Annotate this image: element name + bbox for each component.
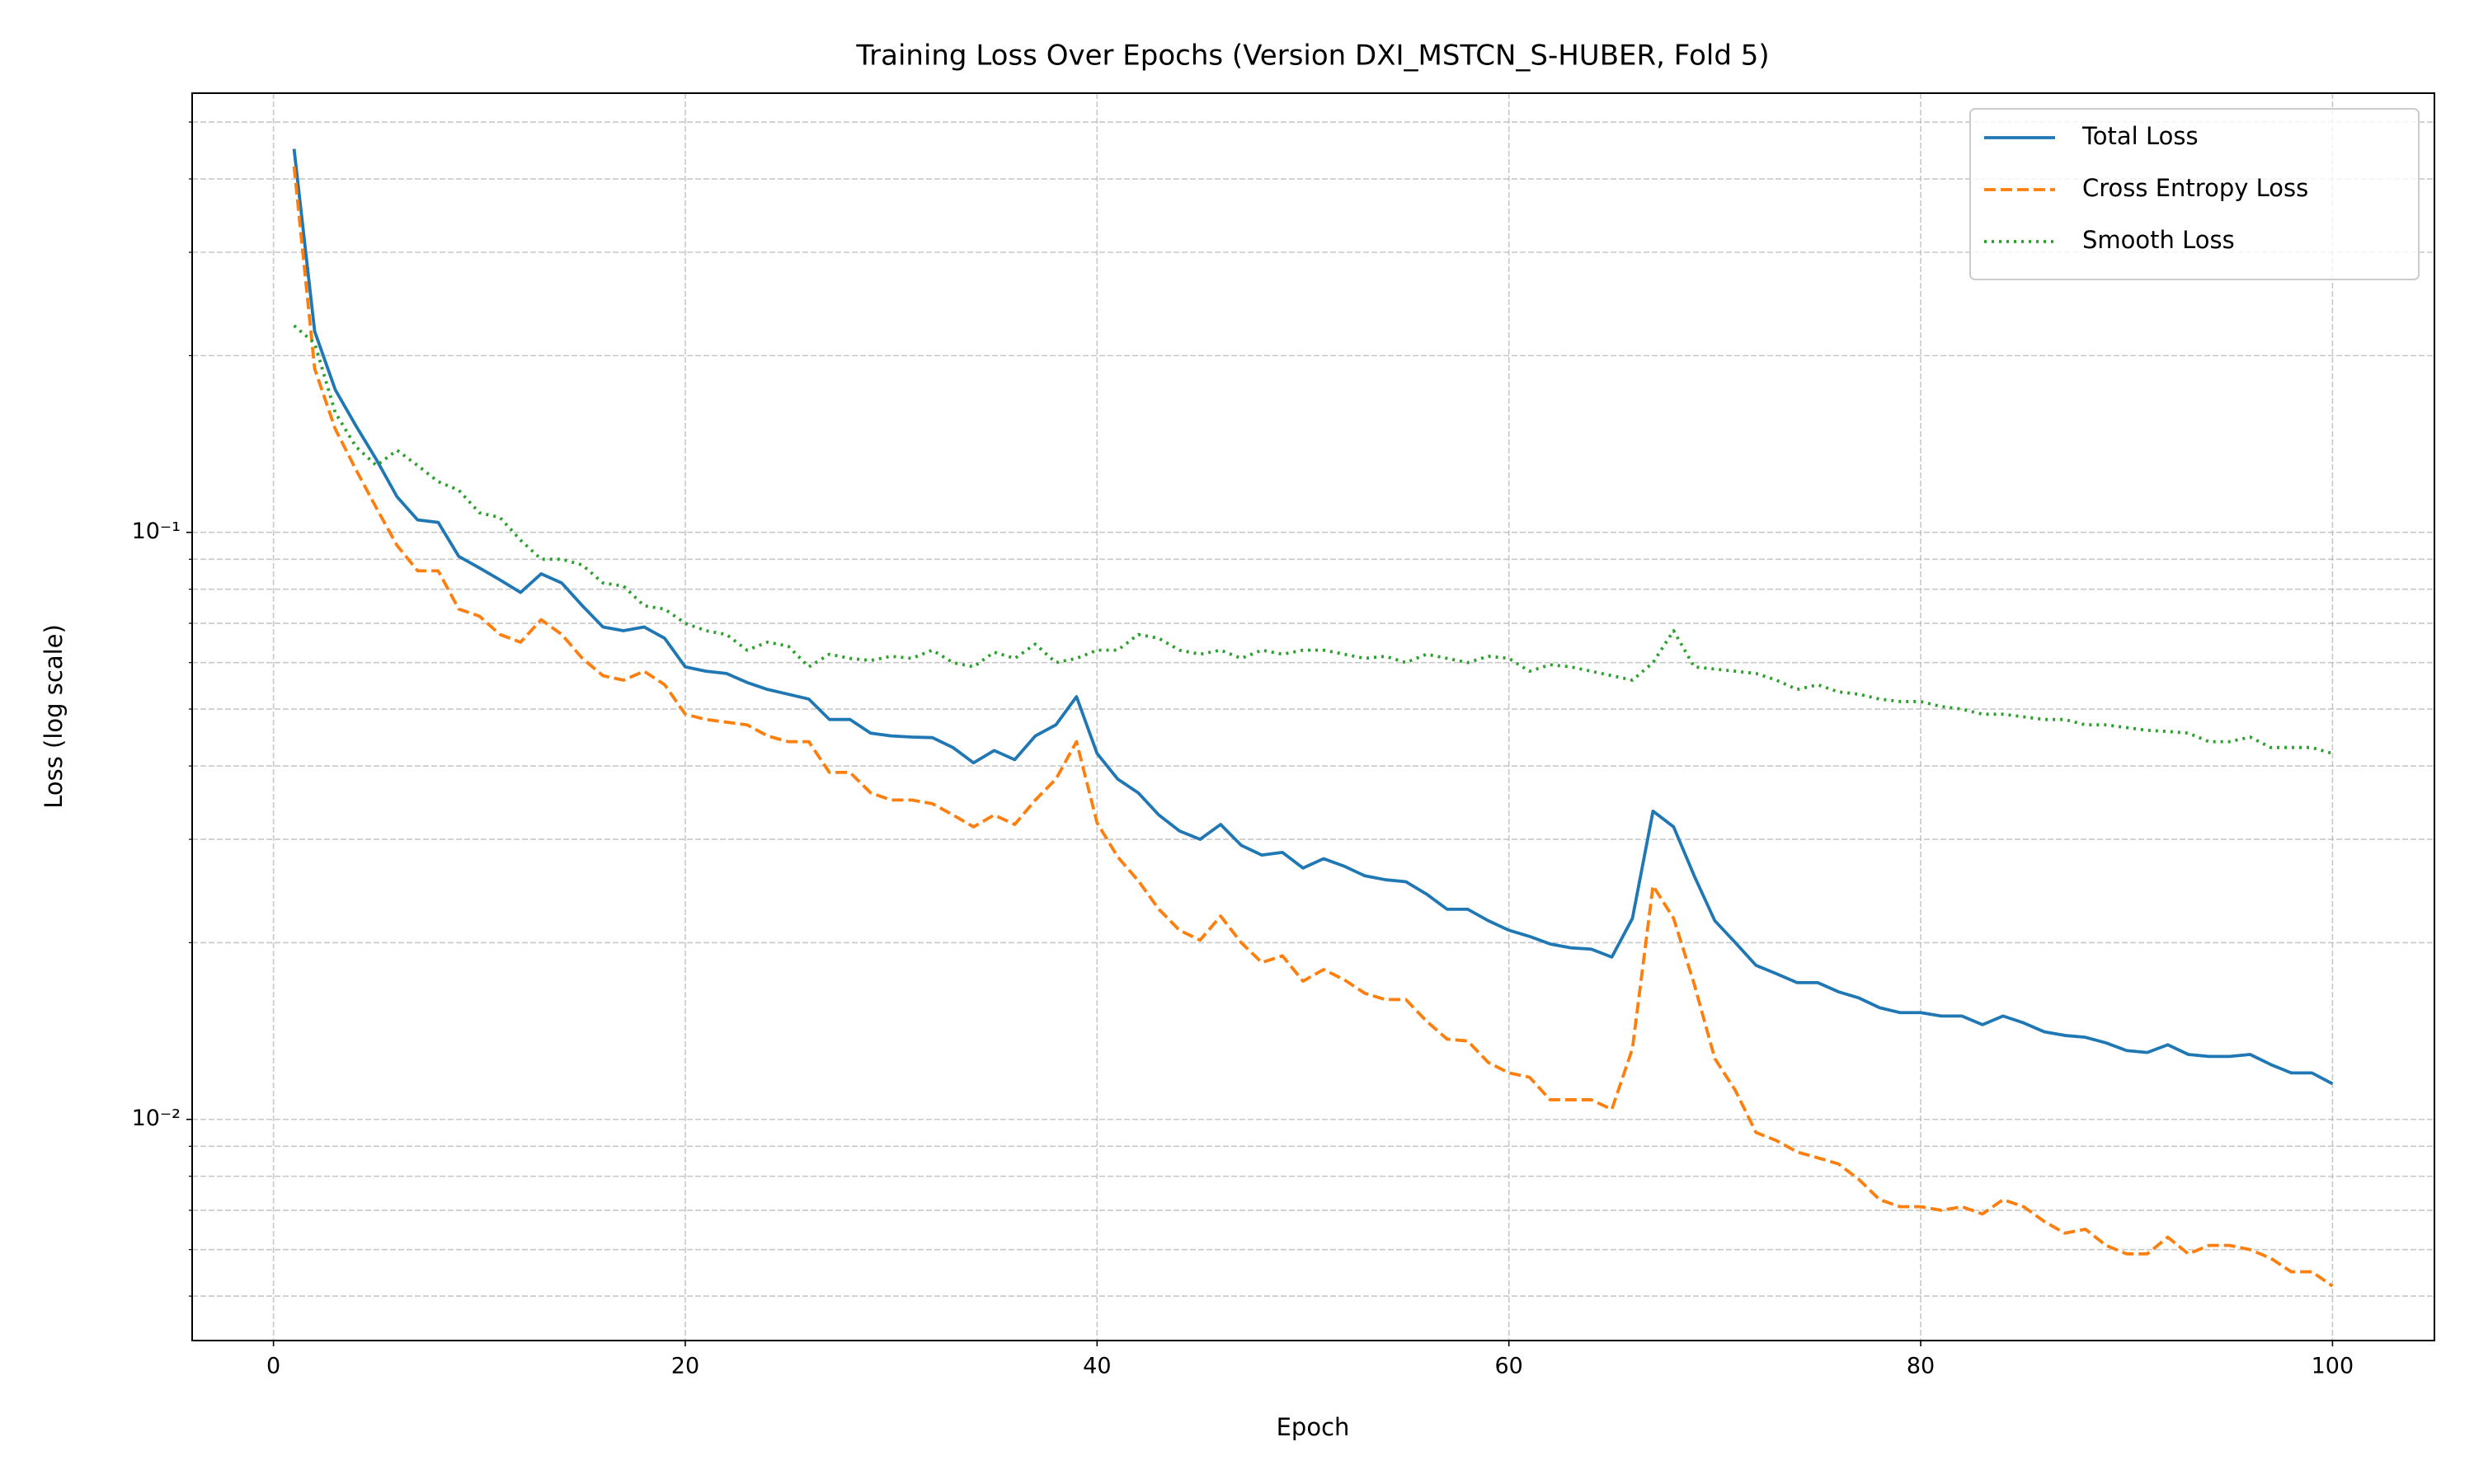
legend-label: Smooth Loss: [2082, 226, 2235, 254]
ticks: 0 20 40 60 80 100 10⁻² 10⁻¹: [132, 121, 2354, 1379]
x-tick-label: 60: [1495, 1354, 1523, 1379]
y-axis-label: Loss (log scale): [40, 624, 68, 809]
x-tick-label: 80: [1907, 1354, 1935, 1379]
x-tick-label: 100: [2312, 1354, 2354, 1379]
legend-label: Cross Entropy Loss: [2082, 174, 2308, 202]
x-tick-label: 40: [1083, 1354, 1111, 1379]
y-tick-label: 10⁻¹: [132, 519, 181, 544]
legend-label: Total Loss: [2081, 122, 2199, 150]
axes-frame: [191, 92, 2435, 1341]
legend-box: [1969, 108, 2420, 280]
x-tick-label: 20: [671, 1354, 699, 1379]
y-tick-label: 10⁻²: [132, 1106, 181, 1131]
grid: [192, 93, 2434, 1341]
series-line: [292, 148, 2334, 1086]
x-axis-label: Epoch: [1277, 1413, 1350, 1441]
plot-lines: [292, 148, 2334, 1288]
x-tick-label: 0: [266, 1354, 280, 1379]
series-line: [292, 166, 2334, 1288]
legend: Total Loss Cross Entropy Loss Smooth Loss: [1969, 108, 2420, 280]
chart-title: Training Loss Over Epochs (Version DXI_M…: [855, 40, 1769, 73]
